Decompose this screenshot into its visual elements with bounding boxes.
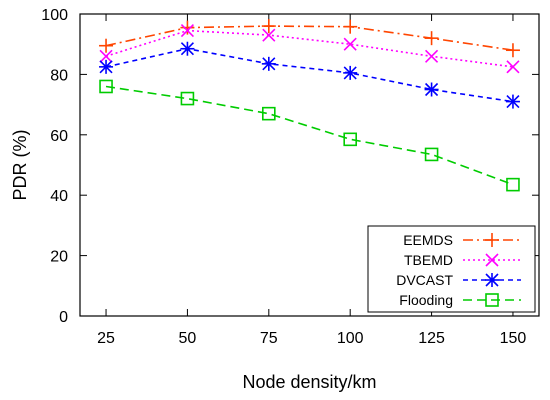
data-point [425, 49, 439, 63]
legend-marker [485, 233, 499, 247]
axes: 25 50 75 100 125 150 0 20 40 60 80 100 [41, 7, 540, 347]
data-point [424, 82, 439, 97]
data-point [506, 177, 520, 192]
series-line [105, 29, 514, 68]
x-tick-label: 25 [97, 330, 115, 347]
legend-label: Flooding [399, 292, 453, 308]
series-eemds [99, 19, 520, 58]
y-tick-label: 0 [59, 309, 68, 326]
x-tick-label: 150 [500, 330, 527, 347]
data-point [505, 43, 520, 58]
legend-marker [485, 273, 499, 287]
legend-label: DVCAST [396, 272, 453, 288]
data-point [261, 19, 276, 34]
legend-marker [485, 293, 499, 307]
y-tick-label: 80 [50, 67, 68, 84]
data-point [343, 65, 358, 80]
y-tick-label: 100 [41, 7, 68, 24]
data-point [99, 59, 114, 74]
data-point [99, 38, 114, 53]
data-point [343, 132, 357, 147]
data-point [343, 37, 357, 51]
data-point [262, 28, 276, 42]
series-line [105, 25, 514, 51]
data-point [180, 20, 195, 35]
legend-item: TBEMD [404, 252, 521, 268]
data-point [99, 79, 113, 94]
series-line [105, 47, 514, 103]
data-point [180, 91, 195, 106]
x-tick-label: 50 [179, 330, 197, 347]
legend-label: EEMDS [403, 232, 453, 248]
y-tick-label: 60 [50, 128, 68, 145]
legend-marker [485, 253, 499, 267]
data-point [343, 19, 358, 34]
legend-item: EEMDS [403, 232, 521, 248]
series-line [105, 85, 514, 186]
data-point [99, 49, 113, 63]
data-point [261, 56, 276, 71]
x-tick-label: 75 [260, 330, 278, 347]
data-point [424, 147, 439, 162]
series-flooding [99, 79, 520, 192]
x-tick-label: 100 [337, 330, 364, 347]
series-layer [99, 19, 520, 192]
legend: EEMDS TBEMD DVCAST Flooding [367, 225, 536, 313]
plot-frame [79, 13, 540, 317]
legend-label: TBEMD [404, 252, 453, 268]
y-axis-label: PDR (%) [10, 130, 30, 201]
data-point [506, 60, 520, 74]
legend-item: DVCAST [396, 272, 521, 288]
data-point [262, 106, 276, 121]
data-point [424, 31, 439, 46]
series-tbemd [99, 24, 520, 74]
x-tick-label: 125 [418, 330, 445, 347]
y-tick-label: 20 [50, 249, 68, 266]
legend-item: Flooding [399, 292, 521, 308]
series-dvcast [99, 41, 520, 109]
x-axis-label: Node density/km [242, 372, 376, 392]
y-tick-label: 40 [50, 188, 68, 205]
data-point [505, 94, 520, 109]
data-point [180, 24, 194, 38]
data-point [180, 41, 195, 56]
